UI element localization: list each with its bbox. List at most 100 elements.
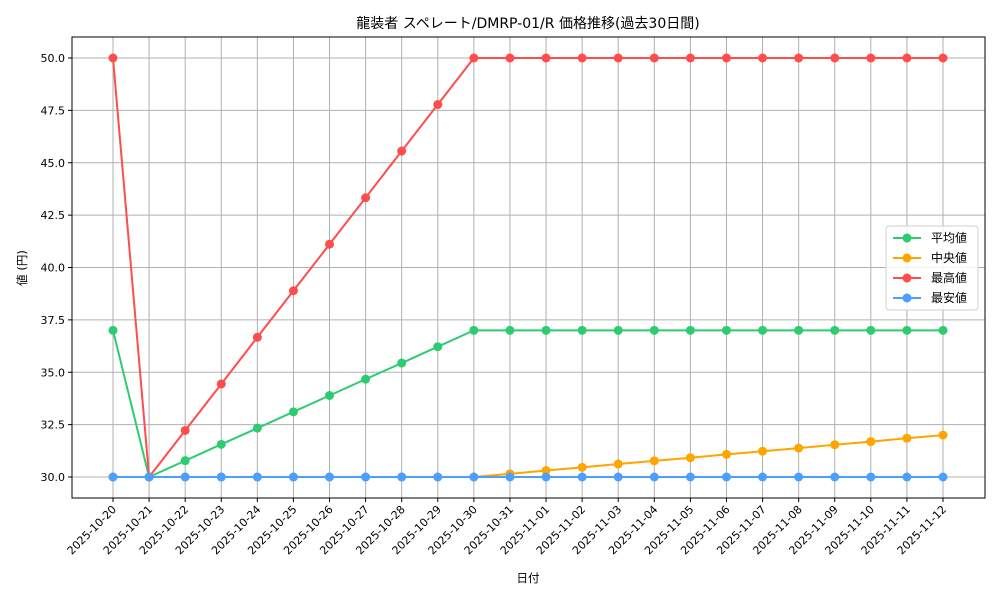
legend-marker-icon bbox=[902, 253, 912, 263]
data-point-marker bbox=[649, 53, 659, 63]
data-point-marker bbox=[938, 472, 948, 482]
data-point-marker bbox=[685, 472, 695, 482]
series-line bbox=[108, 53, 948, 482]
data-point-marker bbox=[577, 472, 587, 482]
data-point-marker bbox=[541, 325, 551, 335]
legend-marker-icon bbox=[902, 293, 912, 303]
data-point-marker bbox=[216, 379, 226, 389]
data-point-marker bbox=[216, 472, 226, 482]
data-point-marker bbox=[866, 53, 876, 63]
legend-label: 中央値 bbox=[931, 250, 967, 265]
data-point-marker bbox=[216, 439, 226, 449]
data-point-marker bbox=[721, 53, 731, 63]
data-point-marker bbox=[505, 325, 515, 335]
data-point-marker bbox=[541, 466, 551, 476]
data-point-marker bbox=[649, 456, 659, 466]
data-point-marker bbox=[685, 53, 695, 63]
data-point-marker bbox=[866, 472, 876, 482]
data-point-marker bbox=[469, 325, 479, 335]
data-point-marker bbox=[794, 53, 804, 63]
y-tick-label: 42.5 bbox=[41, 209, 66, 222]
data-point-marker bbox=[433, 342, 443, 352]
y-tick-label: 37.5 bbox=[41, 314, 66, 327]
data-point-marker bbox=[288, 286, 298, 296]
data-point-marker bbox=[505, 472, 515, 482]
grid bbox=[72, 37, 985, 498]
y-tick-label: 40.0 bbox=[41, 262, 66, 275]
data-point-marker bbox=[505, 53, 515, 63]
y-tick-label: 35.0 bbox=[41, 366, 66, 379]
data-point-marker bbox=[325, 239, 335, 249]
data-point-marker bbox=[685, 453, 695, 463]
data-point-marker bbox=[397, 146, 407, 156]
data-point-marker bbox=[108, 472, 118, 482]
data-point-marker bbox=[830, 325, 840, 335]
y-tick-label: 47.5 bbox=[41, 104, 66, 117]
data-point-marker bbox=[252, 423, 262, 433]
data-point-marker bbox=[721, 472, 731, 482]
data-point-marker bbox=[361, 472, 371, 482]
data-point-marker bbox=[794, 325, 804, 335]
y-tick-label: 45.0 bbox=[41, 157, 66, 170]
data-point-marker bbox=[433, 100, 443, 110]
y-tick-label: 30.0 bbox=[41, 471, 66, 484]
data-point-marker bbox=[613, 459, 623, 469]
legend-label: 平均値 bbox=[931, 230, 967, 245]
data-point-marker bbox=[758, 325, 768, 335]
data-point-marker bbox=[866, 325, 876, 335]
y-axis-ticks: 30.0 32.5 35.0 37.5 40.0 42.5 45.0 47.5 50.0 bbox=[41, 52, 72, 484]
data-point-marker bbox=[180, 472, 190, 482]
data-point-marker bbox=[397, 472, 407, 482]
data-point-marker bbox=[577, 325, 587, 335]
data-point-marker bbox=[758, 446, 768, 456]
data-point-marker bbox=[938, 53, 948, 63]
data-point-marker bbox=[325, 391, 335, 401]
data-point-marker bbox=[685, 325, 695, 335]
data-point-marker bbox=[649, 325, 659, 335]
y-tick-label: 50.0 bbox=[41, 52, 66, 65]
legend-box bbox=[885, 225, 979, 311]
data-point-marker bbox=[252, 332, 262, 342]
data-point-marker bbox=[288, 407, 298, 417]
data-point-marker bbox=[721, 449, 731, 459]
data-point-marker bbox=[144, 472, 154, 482]
data-point-marker bbox=[902, 472, 912, 482]
data-point-marker bbox=[649, 472, 659, 482]
data-point-marker bbox=[613, 53, 623, 63]
data-point-marker bbox=[180, 425, 190, 435]
data-point-marker bbox=[830, 472, 840, 482]
data-point-marker bbox=[938, 325, 948, 335]
data-point-marker bbox=[397, 358, 407, 368]
data-point-marker bbox=[361, 193, 371, 203]
data-point-marker bbox=[469, 472, 479, 482]
data-point-marker bbox=[830, 53, 840, 63]
data-point-marker bbox=[469, 53, 479, 63]
data-point-marker bbox=[721, 325, 731, 335]
x-axis-label: 日付 bbox=[517, 571, 540, 585]
data-point-marker bbox=[758, 472, 768, 482]
data-point-marker bbox=[577, 53, 587, 63]
data-point-marker bbox=[541, 472, 551, 482]
series-path bbox=[112, 57, 943, 478]
chart-title: 龍装者 スペレート/DMRP-01/R 価格推移(過去30日間) bbox=[356, 15, 699, 32]
legend-label: 最高値 bbox=[931, 270, 967, 285]
series-path bbox=[112, 329, 943, 478]
data-point-marker bbox=[830, 440, 840, 450]
data-point-marker bbox=[288, 472, 298, 482]
data-point-marker bbox=[758, 53, 768, 63]
data-point-marker bbox=[902, 325, 912, 335]
data-point-marker bbox=[541, 53, 551, 63]
data-point-marker bbox=[433, 472, 443, 482]
data-point-marker bbox=[108, 53, 118, 63]
legend-marker-icon bbox=[902, 233, 912, 243]
data-point-marker bbox=[613, 325, 623, 335]
data-point-marker bbox=[180, 456, 190, 466]
legend-label: 最安値 bbox=[931, 290, 967, 305]
data-point-marker bbox=[252, 472, 262, 482]
data-point-marker bbox=[794, 443, 804, 453]
data-point-marker bbox=[577, 462, 587, 472]
data-point-marker bbox=[613, 472, 623, 482]
